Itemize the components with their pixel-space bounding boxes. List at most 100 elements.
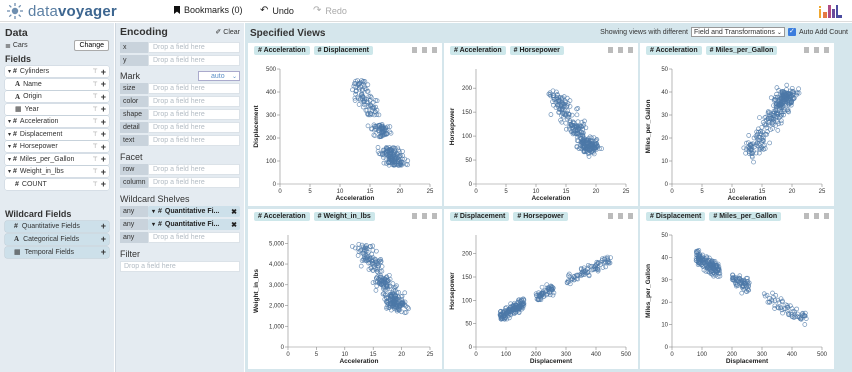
caret-icon[interactable]: ▾: [8, 144, 12, 150]
chart-acceleration-displacement[interactable]: # Acceleration # Displacement 0 5 10 15 20 25 0 1…: [248, 43, 442, 206]
filter-icon[interactable]: ⊤: [92, 81, 98, 88]
caret-icon[interactable]: ▾: [8, 69, 12, 75]
add-icon[interactable]: +: [100, 154, 106, 164]
drop-zone[interactable]: Drop a field here: [148, 177, 240, 188]
field-miles-per-gallon[interactable]: ▾ # Miles_per_Gallon ⊤ +: [5, 153, 109, 165]
copy-icon[interactable]: [432, 213, 437, 219]
add-icon[interactable]: +: [100, 116, 106, 127]
filter-icon[interactable]: ⊤: [92, 169, 98, 175]
field-displacement[interactable]: ▾ # Displacement ⊤ +: [5, 128, 109, 140]
idl-logo-icon[interactable]: [816, 3, 846, 19]
app-logo[interactable]: datavoyager: [6, 2, 117, 20]
add-icon[interactable]: +: [100, 141, 106, 152]
filter-icon[interactable]: ⊤: [92, 94, 98, 100]
list-icon[interactable]: [814, 213, 819, 219]
list-icon[interactable]: [422, 47, 427, 53]
eraser-icon[interactable]: ✐: [215, 29, 222, 36]
filter-icon[interactable]: ⊤: [92, 156, 98, 163]
wildcard-temporal-fields[interactable]: ▦ Temporal Fields +: [5, 246, 109, 258]
bookmarks-button[interactable]: Bookmarks (0): [174, 5, 243, 15]
drop-zone[interactable]: Drop a field here: [148, 83, 240, 94]
drop-zone[interactable]: Drop a field here: [148, 55, 240, 66]
clear-button[interactable]: Clear: [223, 28, 240, 36]
chart-displacement-miles-per-gallon[interactable]: # Displacement # Miles_per_Gallon 0 100 200 3…: [640, 209, 834, 369]
add-icon[interactable]: +: [100, 104, 106, 114]
wildcard-categorical-fields[interactable]: A Categorical Fields +: [5, 233, 109, 245]
filter-icon[interactable]: ⊤: [92, 106, 98, 113]
field-name[interactable]: A Name ⊤ +: [5, 78, 109, 90]
chart-acceleration-horsepower[interactable]: # Acceleration # Horsepower 0 5 10 15 20 25 0 50 1…: [444, 43, 638, 206]
auto-add-checkbox[interactable]: ✓: [787, 28, 796, 36]
close-icon[interactable]: ✖: [231, 221, 237, 229]
drop-zone[interactable]: Drop a field here: [148, 232, 240, 243]
filter-icon[interactable]: ⊤: [92, 131, 98, 138]
drop-zone[interactable]: Drop a field here: [148, 109, 240, 120]
bookmark-icon[interactable]: [804, 47, 809, 53]
drop-zone[interactable]: Drop a field here: [148, 122, 240, 133]
caret-icon[interactable]: ▾: [8, 131, 12, 138]
quantitative-icon: #: [13, 68, 17, 75]
caret-icon[interactable]: ▾: [8, 169, 12, 175]
copy-icon[interactable]: [628, 47, 633, 53]
data-point: [744, 140, 749, 146]
data-point: [794, 306, 800, 312]
add-icon[interactable]: +: [100, 91, 106, 102]
drop-zone[interactable]: Drop a field here: [148, 135, 240, 146]
field-origin[interactable]: A Origin ⊤ +: [5, 91, 109, 102]
chart-acceleration-weight-in-lbs[interactable]: # Acceleration # Weight_in_lbs 0 5 10 15 20 25 0…: [248, 209, 442, 369]
data-point: [402, 156, 408, 162]
copy-icon[interactable]: [628, 213, 633, 219]
copy-icon[interactable]: [824, 213, 829, 219]
filter-icon[interactable]: ⊤: [92, 181, 98, 188]
filter-icon[interactable]: ⊤: [92, 69, 98, 75]
add-icon[interactable]: +: [100, 129, 106, 139]
field-acceleration[interactable]: ▾ # Acceleration ⊤ +: [5, 116, 109, 127]
wildcard-quantitative-fields[interactable]: # Quantitative Fields +: [5, 220, 109, 232]
redo-button[interactable]: ↷ Redo: [313, 5, 347, 16]
field-year[interactable]: ▦ Year ⊤ +: [5, 103, 109, 115]
add-icon[interactable]: +: [100, 247, 106, 257]
drop-zone[interactable]: Drop a field here: [148, 96, 240, 107]
field-cylinders[interactable]: ▾ # Cylinders ⊤ +: [5, 66, 109, 77]
caret-icon[interactable]: ▾: [8, 119, 12, 125]
undo-button[interactable]: ↶ Undo: [260, 5, 294, 16]
field-horsepower[interactable]: ▾ # Horsepower ⊤ +: [5, 141, 109, 152]
view-variation-select[interactable]: Field and Transformations ⌄: [690, 27, 785, 37]
list-icon[interactable]: [618, 213, 623, 219]
close-icon[interactable]: ✖: [231, 208, 237, 216]
chart-acceleration-miles-per-gallon[interactable]: # Acceleration # Miles_per_Gallon 0 5 10 15 20…: [640, 43, 834, 206]
list-icon[interactable]: [814, 47, 819, 53]
bookmark-icon[interactable]: [804, 213, 809, 219]
bookmark-icon[interactable]: [412, 47, 417, 53]
add-icon[interactable]: +: [100, 166, 106, 177]
copy-icon[interactable]: [824, 47, 829, 53]
drop-zone[interactable]: Drop a field here: [148, 164, 240, 175]
filter-icon[interactable]: ⊤: [92, 119, 98, 125]
change-dataset-button[interactable]: Change: [74, 40, 109, 51]
data-point: [736, 275, 742, 281]
add-icon[interactable]: +: [100, 234, 106, 244]
bookmark-icon[interactable]: [412, 213, 417, 219]
filter-icon[interactable]: ⊤: [92, 144, 98, 150]
add-icon[interactable]: +: [100, 221, 106, 231]
data-point: [505, 313, 511, 319]
list-icon[interactable]: [422, 213, 427, 219]
wildcard-pill[interactable]: ▾ # Quantitative Fi... ✖: [148, 219, 240, 230]
add-icon[interactable]: +: [100, 179, 106, 189]
bookmark-icon[interactable]: [608, 213, 613, 219]
bookmark-icon[interactable]: [608, 47, 613, 53]
field-count[interactable]: # COUNT ⊤ +: [5, 178, 109, 190]
chart-displacement-horsepower[interactable]: # Displacement # Horsepower 0 100 200 300 400 5…: [444, 209, 638, 369]
field-weight-in-lbs[interactable]: ▾ # Weight_in_lbs ⊤ +: [5, 166, 109, 177]
drop-zone[interactable]: Drop a field here: [148, 42, 240, 53]
add-icon[interactable]: +: [100, 66, 106, 77]
wildcard-pill[interactable]: ▾ # Quantitative Fi... ✖: [148, 206, 240, 217]
copy-icon[interactable]: [432, 47, 437, 53]
list-icon[interactable]: [618, 47, 623, 53]
data-point: [760, 143, 766, 149]
add-icon[interactable]: +: [100, 79, 106, 89]
filter-drop-zone[interactable]: Drop a field here: [120, 261, 240, 272]
data-point: [785, 303, 790, 309]
mark-select[interactable]: auto ⌄: [198, 71, 240, 81]
caret-icon[interactable]: ▾: [8, 156, 12, 163]
